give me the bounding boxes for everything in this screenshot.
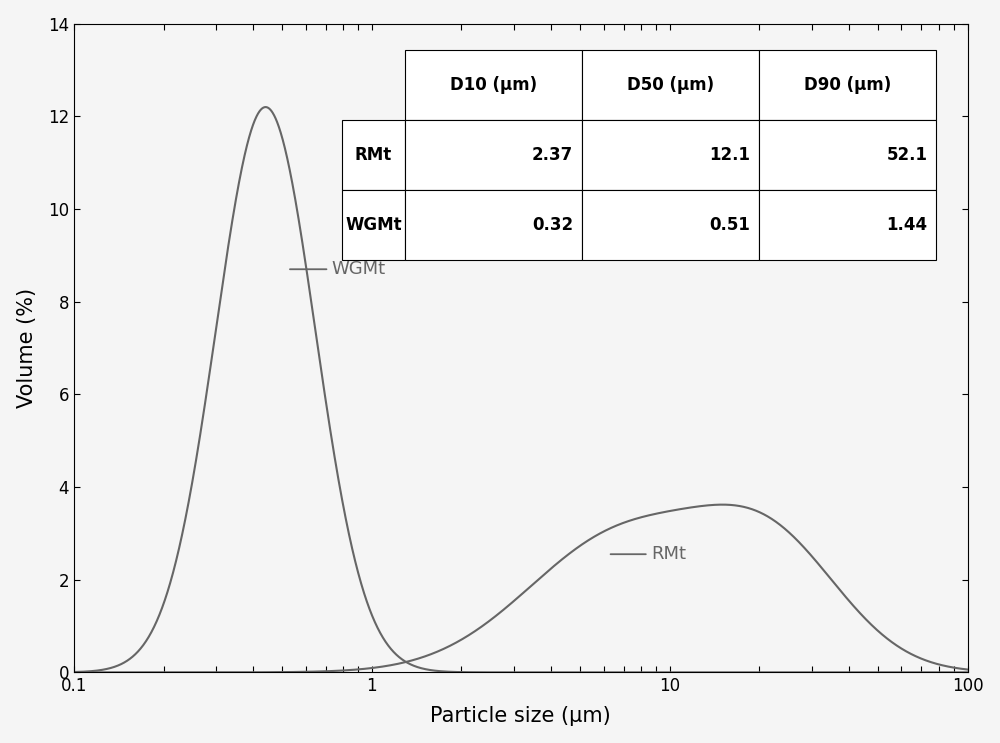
Text: WGMt: WGMt	[332, 260, 386, 278]
Y-axis label: Volume (%): Volume (%)	[17, 288, 37, 408]
X-axis label: Particle size (μm): Particle size (μm)	[430, 707, 611, 727]
Text: RMt: RMt	[651, 545, 686, 563]
